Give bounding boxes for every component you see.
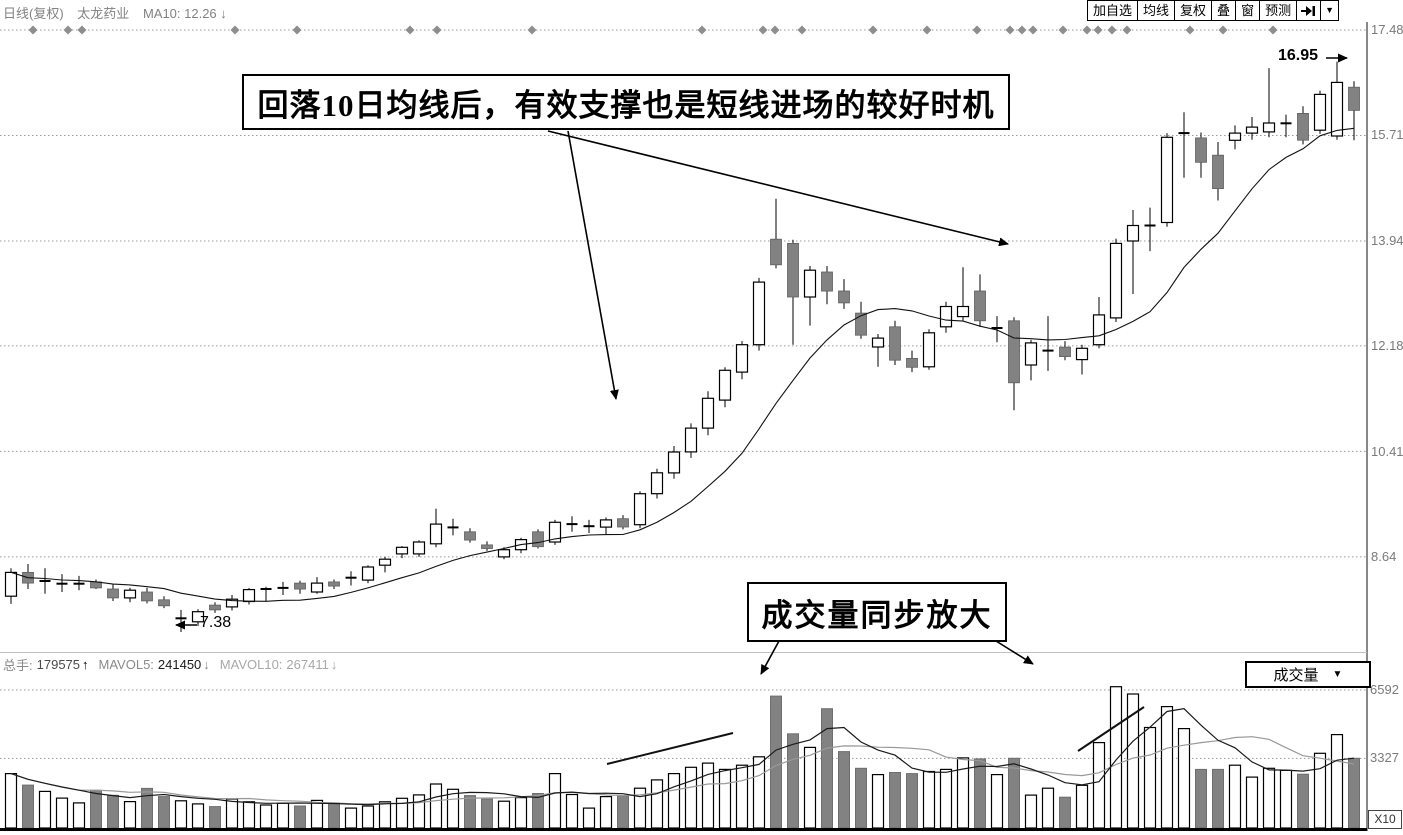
- window-button[interactable]: 窗: [1235, 0, 1261, 21]
- mavol5-value: 241450: [157, 656, 202, 672]
- volume-trendline: [606, 732, 734, 765]
- volume-indicator-dropdown[interactable]: 成交量 ▼: [1245, 661, 1371, 688]
- down-arrow-icon: ↓: [330, 656, 338, 672]
- volume-tick-3327: 3327: [1370, 750, 1399, 765]
- high-price-label: 16.95: [1278, 47, 1319, 64]
- annotation-arrow: [547, 130, 1009, 247]
- price-tick-13_94: 13.94: [1371, 233, 1403, 248]
- toolbar-dropdown-button[interactable]: ▼: [1320, 0, 1340, 21]
- ma10-line: [10, 127, 1355, 602]
- jump-to-latest-button[interactable]: [1296, 0, 1322, 21]
- chart-title: 日线(复权) 太龙药业 MA10: 12.26 ↓: [3, 3, 227, 22]
- volume-bars: [4, 686, 1360, 829]
- bottom-axis-line: [0, 828, 1367, 831]
- price-tick-17_48: 17.48: [1371, 22, 1403, 37]
- toolbar-buttons: 加自选 均线 复权 叠 窗 预测 ▼: [1087, 0, 1340, 21]
- mavol10-value: 267411: [286, 656, 329, 672]
- arrow-to-bar-icon: [1301, 5, 1316, 16]
- up-arrow-icon: ↑: [82, 656, 89, 672]
- down-arrow-icon: ↓: [203, 656, 210, 672]
- mavol10-label: MAVOL10:: [219, 656, 283, 672]
- volume-indicator-label: 成交量: [1273, 667, 1319, 684]
- volume-pane-header: 总手: 179575 ↑ MAVOL5: 241450 ↓ MAVOL10: 2…: [3, 656, 338, 673]
- volume-trendline: [1077, 706, 1145, 752]
- annotation-arrow: [995, 640, 1034, 665]
- period-label: 日线(复权): [3, 6, 64, 21]
- mavol10-line: [10, 736, 1355, 805]
- mavol5-label: MAVOL5:: [98, 656, 154, 672]
- chevron-down-icon: ▼: [1325, 5, 1335, 15]
- stock-name: 太龙药业: [77, 6, 130, 21]
- price-tick-8_64: 8.64: [1371, 549, 1397, 564]
- mavol5-line: [10, 708, 1355, 806]
- pullback-annotation-box: 回落10日均线后，有效支撑也是短线进场的较好时机: [242, 74, 1010, 130]
- forecast-button[interactable]: 预测: [1259, 0, 1298, 21]
- overlay-button[interactable]: 叠: [1211, 0, 1237, 21]
- price-tick-12_18: 12.18: [1371, 338, 1403, 353]
- volume-unit-label: X10: [1368, 810, 1402, 829]
- low-price-label: 7.38: [200, 614, 232, 631]
- volume-annotation-text: 成交量同步放大: [761, 597, 993, 633]
- adjust-price-button[interactable]: 复权: [1174, 0, 1213, 21]
- ma10-value: MA10: 12.26: [142, 6, 217, 21]
- event-marker-diamonds: [28, 25, 1278, 35]
- candles: [4, 61, 1360, 632]
- chevron-down-icon: ▼: [1332, 669, 1343, 680]
- annotation-arrow: [567, 130, 619, 400]
- top-toolbar: 日线(复权) 太龙药业 MA10: 12.26 ↓ 加自选 均线 复权 叠 窗 …: [0, 0, 1403, 22]
- price-tick-15_71: 15.71: [1371, 127, 1403, 142]
- total-hands-value: 179575: [36, 656, 81, 672]
- price-tick-10_41: 10.41: [1371, 444, 1403, 459]
- pullback-annotation-text: 回落10日均线后，有效支撑也是短线进场的较好时机: [257, 87, 995, 123]
- volume-annotation-box: 成交量同步放大: [747, 582, 1007, 642]
- add-watchlist-button[interactable]: 加自选: [1087, 0, 1139, 21]
- annotation-arrow: [760, 640, 780, 675]
- total-hands-label: 总手:: [3, 657, 33, 673]
- ma10-down-arrow-icon: ↓: [220, 6, 227, 21]
- ma-lines-button[interactable]: 均线: [1137, 0, 1176, 21]
- volume-tick-6592: 6592: [1370, 682, 1399, 697]
